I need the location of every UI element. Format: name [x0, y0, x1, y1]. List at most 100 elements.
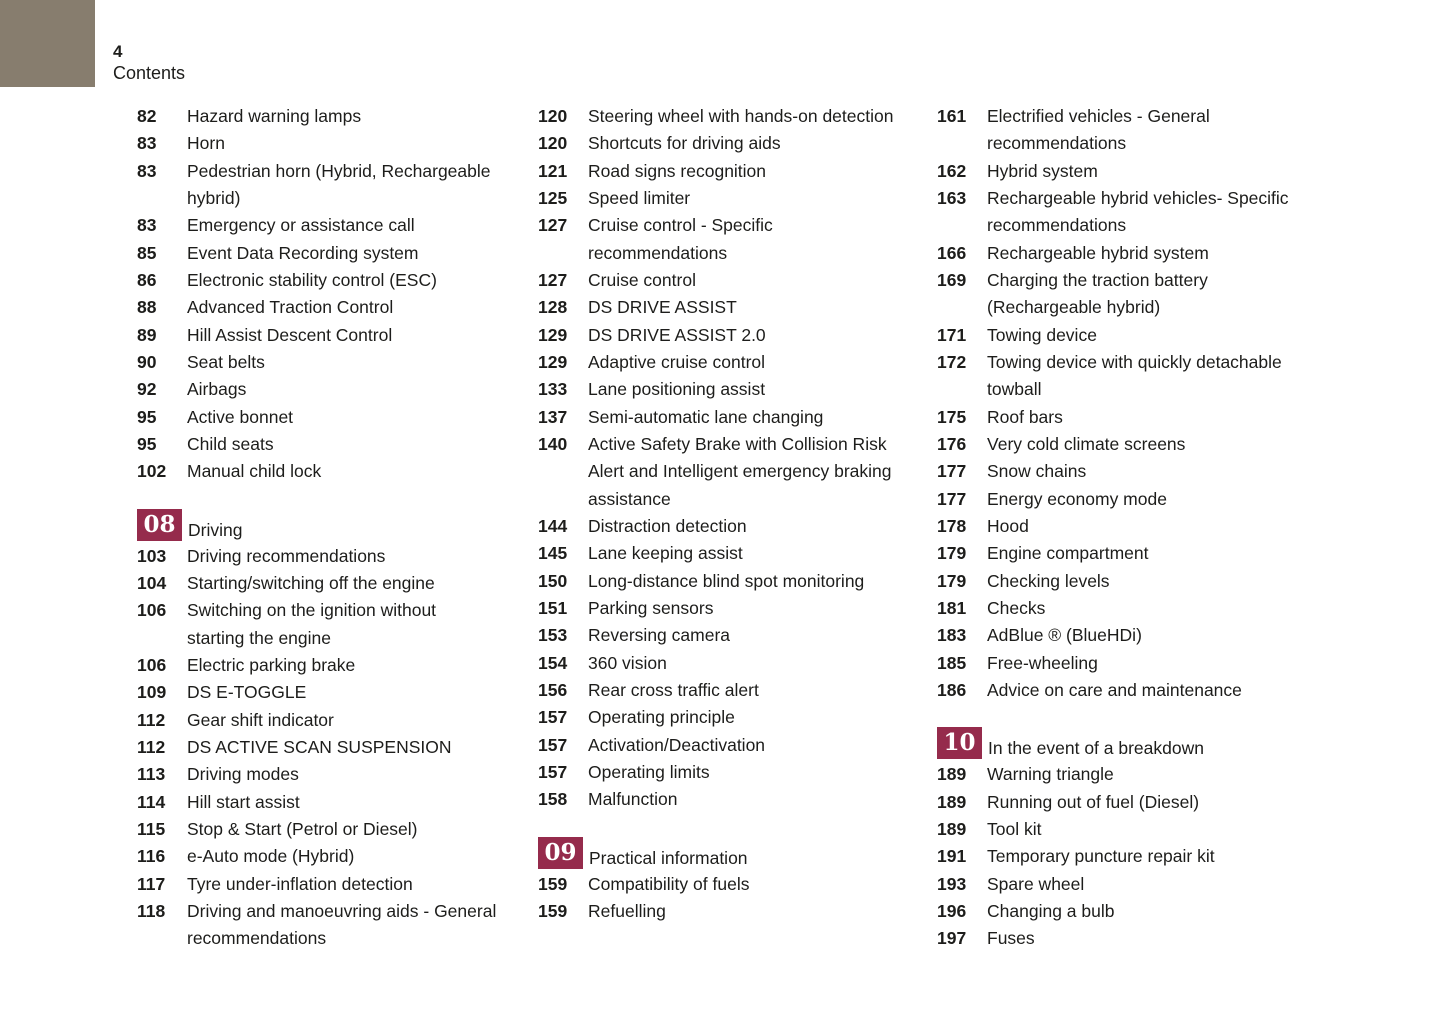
- toc-entry: 125 Speed limiter: [538, 185, 936, 212]
- toc-entry-title: Starting/switching off the engine: [187, 572, 435, 593]
- section-title: In the event of a breakdown: [988, 738, 1204, 759]
- toc-entry-title: 360 vision: [588, 652, 667, 673]
- toc-entry: 157 Operating limits: [538, 759, 936, 786]
- toc-entry-title: Hill start assist: [187, 791, 300, 812]
- toc-entry-page-number: 193: [937, 873, 967, 894]
- toc-entry: 176 Very cold climate screens: [937, 431, 1335, 458]
- toc-entry-title: Airbags: [187, 379, 247, 400]
- toc-entry-page-number: 157: [538, 707, 568, 728]
- toc-entry-title: Driving recommendations: [187, 545, 386, 566]
- toc-entry-page-number: 189: [937, 791, 967, 812]
- toc-entry-title: Parking sensors: [588, 597, 714, 618]
- toc-entry: 127 Cruise control - Specific recommendat…: [538, 212, 936, 267]
- toc-entry: 191 Temporary puncture repair kit: [937, 843, 1335, 870]
- toc-entry: 181 Checks: [937, 595, 1335, 622]
- toc-entry-title: Rear cross traffic alert: [588, 679, 759, 700]
- toc-entry-page-number: 103: [137, 545, 167, 566]
- toc-entry-title: Horn: [187, 133, 225, 154]
- toc-entry: 120 Steering wheel with hands-on detectio…: [538, 103, 936, 130]
- toc-entry-title: Advanced Traction Control: [187, 297, 394, 318]
- section-title: Driving: [188, 519, 243, 540]
- toc-entry: 121 Road signs recognition: [538, 158, 936, 185]
- toc-entry: 112 Gear shift indicator: [137, 707, 535, 734]
- toc-entry-title: Operating limits: [588, 761, 710, 782]
- toc-entry: 179 Engine compartment: [937, 540, 1335, 567]
- toc-entry: 179 Checking levels: [937, 568, 1335, 595]
- toc-entry: 92 Airbags: [137, 376, 535, 403]
- toc-entry-title: Long-distance blind spot monitoring: [588, 570, 865, 591]
- toc-entry-page-number: 83: [137, 133, 157, 154]
- toc-entry-page-number: 88: [137, 297, 157, 318]
- toc-entry-title: Hybrid system: [987, 160, 1098, 181]
- toc-entry-page-number: 120: [538, 106, 568, 126]
- toc-entry: 175 Roof bars: [937, 404, 1335, 431]
- toc-entry-page-number: 113: [137, 764, 166, 785]
- toc-entry-title: Rechargeable hybrid system: [987, 242, 1209, 263]
- toc-entry: 189 Warning triangle: [937, 761, 1335, 788]
- toc-entry-title: Hill Assist Descent Control: [187, 324, 393, 345]
- toc-entry-title: Driving and manoeuvring aids - General r…: [187, 900, 497, 949]
- toc-entry-page-number: 112: [137, 709, 166, 730]
- toc-entry: 127 Cruise control: [538, 267, 936, 294]
- toc-entry-title: Active bonnet: [187, 406, 294, 427]
- toc-entry-title: Activation/Deactivation: [588, 734, 766, 755]
- toc-entry-title: AdBlue ® (BlueHDi): [987, 625, 1142, 646]
- toc-entry-page-number: 85: [137, 242, 157, 263]
- toc-entry-title: Active Safety Brake with Collision Risk …: [588, 433, 892, 509]
- toc-entry-page-number: 128: [538, 297, 568, 318]
- toc-section-header: 08 Driving: [137, 508, 535, 541]
- toc-entry-page-number: 95: [137, 406, 157, 427]
- section-number-badge: 08: [137, 508, 182, 541]
- toc-entry-title: Refuelling: [588, 900, 666, 921]
- toc-entry-page-number: 106: [137, 654, 167, 675]
- toc-entry-page-number: 121: [538, 160, 568, 181]
- toc-entry: 114 Hill start assist: [137, 789, 535, 816]
- toc-entry: 189 Running out of fuel (Diesel): [937, 789, 1335, 816]
- toc-entry-title: Cruise control - Specific recommendation…: [588, 215, 773, 263]
- toc-entry: 185 Free-wheeling: [937, 650, 1335, 677]
- corner-tab: [0, 0, 95, 87]
- toc-entry: 82 Hazard warning lamps: [137, 103, 535, 130]
- toc-entry-page-number: 163: [937, 187, 967, 208]
- toc-entry-title: Tool kit: [987, 818, 1042, 839]
- toc-entry-page-number: 114: [137, 791, 166, 812]
- toc-entry-title: Emergency or assistance call: [187, 215, 415, 236]
- toc-entry-page-number: 157: [538, 734, 568, 755]
- toc-entry: 106 Switching on the ignition without sta…: [137, 597, 535, 652]
- toc-entry-page-number: 178: [937, 515, 967, 536]
- toc-entry: 109 DS E-TOGGLE: [137, 679, 535, 706]
- toc-entry-title: Very cold climate screens: [987, 433, 1186, 454]
- toc-entry: 162 Hybrid system: [937, 158, 1335, 185]
- toc-entry-title: Engine compartment: [987, 543, 1149, 564]
- toc-entry: 144 Distraction detection: [538, 513, 936, 540]
- toc-entry-title: Temporary puncture repair kit: [987, 846, 1215, 867]
- toc-entry-page-number: 189: [937, 764, 967, 785]
- toc-entry-title: Electronic stability control (ESC): [187, 269, 437, 290]
- toc-entry: 161 Electrified vehicles - General recomm…: [937, 103, 1335, 158]
- toc-entry-page-number: 151: [538, 597, 568, 618]
- toc-entry-title: Distraction detection: [588, 515, 747, 536]
- toc-entry-title: Hood: [987, 515, 1029, 536]
- toc-entry: 113 Driving modes: [137, 761, 535, 788]
- toc-entry-title: Running out of fuel (Diesel): [987, 791, 1200, 812]
- toc-entry-page-number: 129: [538, 324, 568, 345]
- toc-entry-title: Spare wheel: [987, 873, 1085, 894]
- toc-entry-title: Roof bars: [987, 406, 1063, 427]
- toc-entry: 169 Charging the traction battery (Rechar…: [937, 267, 1335, 322]
- toc-entry: 177 Snow chains: [937, 458, 1335, 485]
- toc-entry-page-number: 161: [937, 106, 967, 126]
- toc-entry-title: Steering wheel with hands-on detection: [588, 106, 894, 126]
- toc-entry-page-number: 189: [937, 818, 967, 839]
- toc-entry-page-number: 133: [538, 379, 568, 400]
- toc-entry-page-number: 197: [937, 928, 967, 949]
- toc-entry: 103 Driving recommendations: [137, 543, 535, 570]
- toc-entry-title: Lane positioning assist: [588, 379, 766, 400]
- toc-entry-page-number: 186: [937, 679, 967, 700]
- toc-entry-page-number: 90: [137, 351, 157, 372]
- toc-entry-title: Switching on the ignition without starti…: [187, 600, 437, 648]
- toc-entry: 95 Active bonnet: [137, 404, 535, 431]
- toc-entry-title: Malfunction: [588, 789, 678, 810]
- toc-entry-page-number: 102: [137, 461, 167, 482]
- page-title: Contents: [113, 63, 186, 83]
- toc-entry-page-number: 175: [937, 406, 967, 427]
